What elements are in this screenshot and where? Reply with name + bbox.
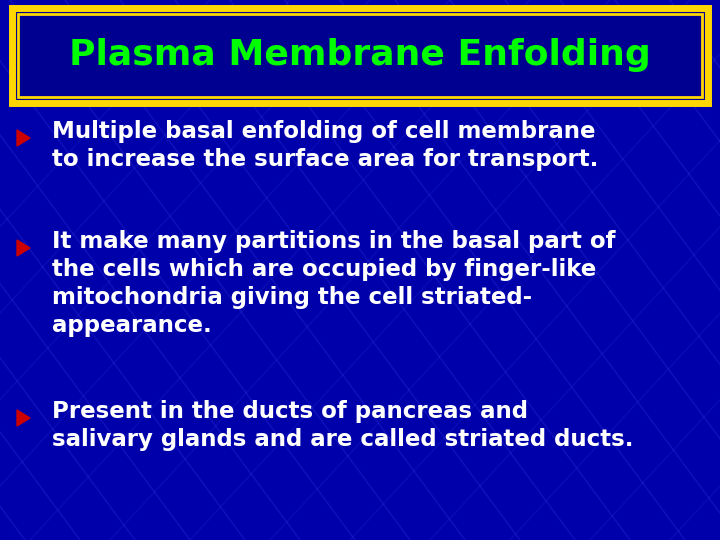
- Polygon shape: [17, 240, 30, 256]
- Bar: [12, 8, 708, 103]
- Text: Multiple basal enfolding of cell membrane: Multiple basal enfolding of cell membran…: [52, 120, 595, 143]
- Text: to increase the surface area for transport.: to increase the surface area for transpo…: [52, 148, 598, 171]
- Text: mitochondria giving the cell striated-: mitochondria giving the cell striated-: [52, 286, 532, 309]
- Text: It make many partitions in the basal part of: It make many partitions in the basal par…: [52, 230, 616, 253]
- Text: appearance.: appearance.: [52, 314, 212, 337]
- Text: salivary glands and are called striated ducts.: salivary glands and are called striated …: [52, 428, 634, 451]
- Text: Plasma Membrane Enfolding: Plasma Membrane Enfolding: [69, 38, 651, 72]
- Polygon shape: [17, 130, 30, 146]
- Text: the cells which are occupied by finger-like: the cells which are occupied by finger-l…: [52, 258, 596, 281]
- Text: Present in the ducts of pancreas and: Present in the ducts of pancreas and: [52, 400, 528, 423]
- Polygon shape: [17, 410, 30, 426]
- Bar: [18, 14, 702, 97]
